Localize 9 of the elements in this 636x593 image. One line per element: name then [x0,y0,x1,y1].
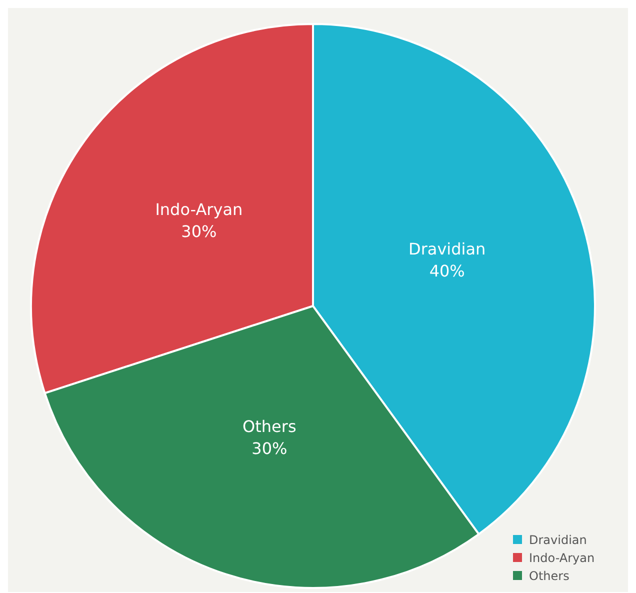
data-label: 40% [429,261,465,280]
slice-label: Others [242,417,296,436]
slice-label: Dravidian [408,239,486,258]
legend-label: Indo-Aryan [529,551,595,565]
data-label: 30% [252,439,288,458]
legend-label: Dravidian [529,533,587,547]
legend-label: Others [529,569,570,583]
data-label: 30% [181,222,217,242]
slice-label: Indo-Aryan [155,200,243,220]
